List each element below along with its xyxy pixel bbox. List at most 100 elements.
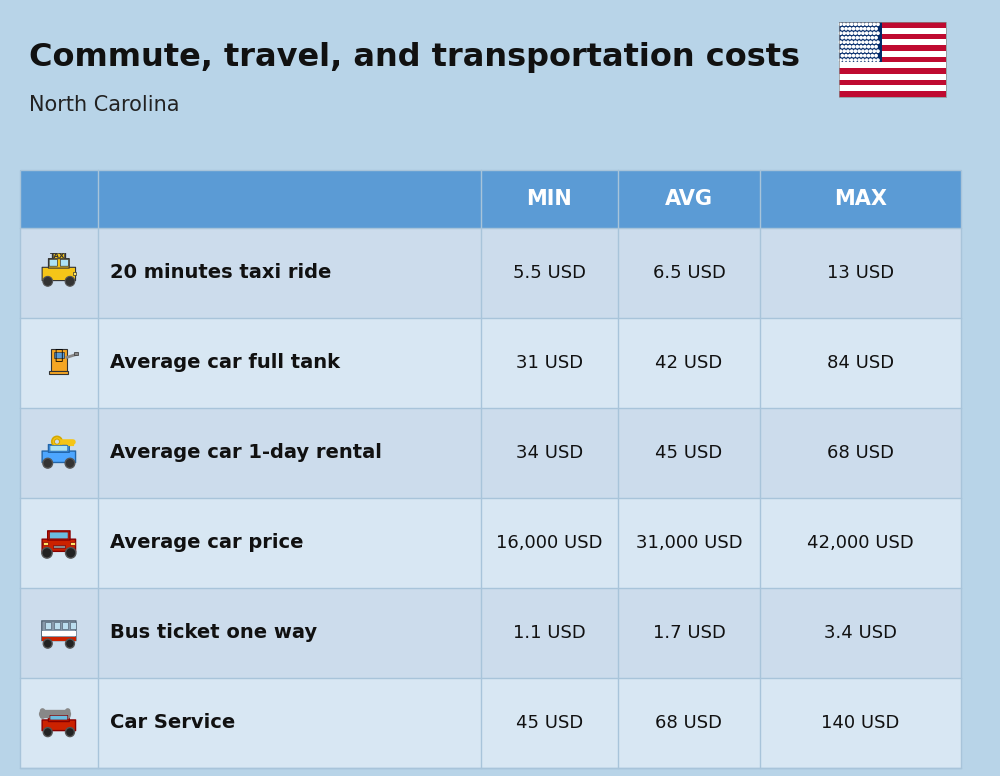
Circle shape — [877, 41, 879, 43]
Circle shape — [42, 548, 52, 558]
Circle shape — [867, 27, 870, 30]
Circle shape — [875, 46, 877, 48]
Text: 13 USD: 13 USD — [827, 264, 894, 282]
Circle shape — [841, 27, 843, 30]
Text: Bus ticket one way: Bus ticket one way — [110, 623, 317, 643]
Circle shape — [854, 50, 857, 52]
Bar — [20, 170, 961, 768]
Circle shape — [867, 36, 870, 39]
Circle shape — [869, 59, 872, 61]
Circle shape — [875, 36, 877, 39]
Bar — [839, 62, 946, 68]
Circle shape — [877, 32, 879, 34]
Bar — [49, 371, 68, 374]
Circle shape — [839, 32, 842, 34]
Bar — [839, 74, 946, 80]
Bar — [20, 408, 961, 498]
Circle shape — [845, 27, 847, 30]
Circle shape — [867, 46, 870, 48]
Circle shape — [869, 50, 872, 52]
Circle shape — [862, 41, 864, 43]
Text: 5.5 USD: 5.5 USD — [513, 264, 586, 282]
Circle shape — [864, 54, 866, 57]
Circle shape — [839, 59, 842, 61]
Circle shape — [877, 50, 879, 52]
Circle shape — [856, 46, 858, 48]
Bar — [74, 352, 78, 355]
Text: 💧: 💧 — [55, 348, 63, 362]
Circle shape — [875, 54, 877, 57]
Circle shape — [858, 50, 860, 52]
Bar — [839, 40, 946, 45]
FancyBboxPatch shape — [50, 715, 68, 720]
Bar — [839, 22, 946, 28]
Circle shape — [843, 41, 845, 43]
Circle shape — [860, 54, 862, 57]
Circle shape — [843, 23, 845, 26]
Circle shape — [858, 59, 860, 61]
Bar — [53, 545, 65, 548]
Bar — [20, 170, 961, 228]
Bar — [20, 498, 961, 588]
Circle shape — [862, 59, 864, 61]
Text: North Carolina: North Carolina — [29, 95, 180, 115]
Circle shape — [841, 46, 843, 48]
Circle shape — [850, 41, 853, 43]
FancyBboxPatch shape — [48, 715, 69, 722]
Circle shape — [52, 436, 62, 447]
Circle shape — [856, 54, 858, 57]
Text: 45 USD: 45 USD — [655, 444, 723, 462]
Text: 1.1 USD: 1.1 USD — [513, 624, 586, 642]
Circle shape — [875, 27, 877, 30]
Circle shape — [871, 46, 873, 48]
Text: 68 USD: 68 USD — [655, 714, 722, 732]
Circle shape — [860, 46, 862, 48]
Circle shape — [843, 50, 845, 52]
Circle shape — [847, 23, 849, 26]
Bar — [42, 637, 76, 641]
Text: 42,000 USD: 42,000 USD — [807, 534, 914, 552]
FancyBboxPatch shape — [48, 531, 70, 540]
FancyBboxPatch shape — [50, 445, 68, 451]
Circle shape — [873, 32, 875, 34]
Circle shape — [873, 50, 875, 52]
Circle shape — [864, 27, 866, 30]
Circle shape — [866, 41, 868, 43]
Text: Car Service: Car Service — [110, 713, 235, 733]
Circle shape — [858, 23, 860, 26]
Circle shape — [864, 46, 866, 48]
Text: 31 USD: 31 USD — [516, 354, 583, 372]
Bar — [42, 631, 76, 636]
Circle shape — [841, 54, 843, 57]
Bar — [62, 622, 68, 629]
Circle shape — [847, 50, 849, 52]
Circle shape — [856, 27, 858, 30]
Bar — [839, 92, 946, 97]
Circle shape — [841, 36, 843, 39]
Circle shape — [871, 54, 873, 57]
Circle shape — [867, 54, 870, 57]
Circle shape — [862, 50, 864, 52]
Circle shape — [856, 36, 858, 39]
FancyBboxPatch shape — [48, 258, 69, 268]
Circle shape — [849, 36, 851, 39]
Circle shape — [845, 46, 847, 48]
Text: 6.5 USD: 6.5 USD — [653, 264, 725, 282]
Circle shape — [839, 41, 842, 43]
Bar — [43, 542, 48, 546]
Circle shape — [850, 59, 853, 61]
Circle shape — [860, 36, 862, 39]
FancyBboxPatch shape — [42, 451, 76, 462]
FancyBboxPatch shape — [50, 532, 68, 539]
Text: 42 USD: 42 USD — [655, 354, 723, 372]
Bar — [54, 622, 60, 629]
FancyBboxPatch shape — [42, 267, 76, 281]
Bar — [20, 318, 961, 408]
Circle shape — [43, 459, 53, 468]
Circle shape — [862, 23, 864, 26]
Text: MIN: MIN — [526, 189, 572, 209]
Bar — [839, 68, 946, 74]
Text: 84 USD: 84 USD — [827, 354, 894, 372]
Circle shape — [852, 36, 855, 39]
Bar — [839, 22, 882, 62]
